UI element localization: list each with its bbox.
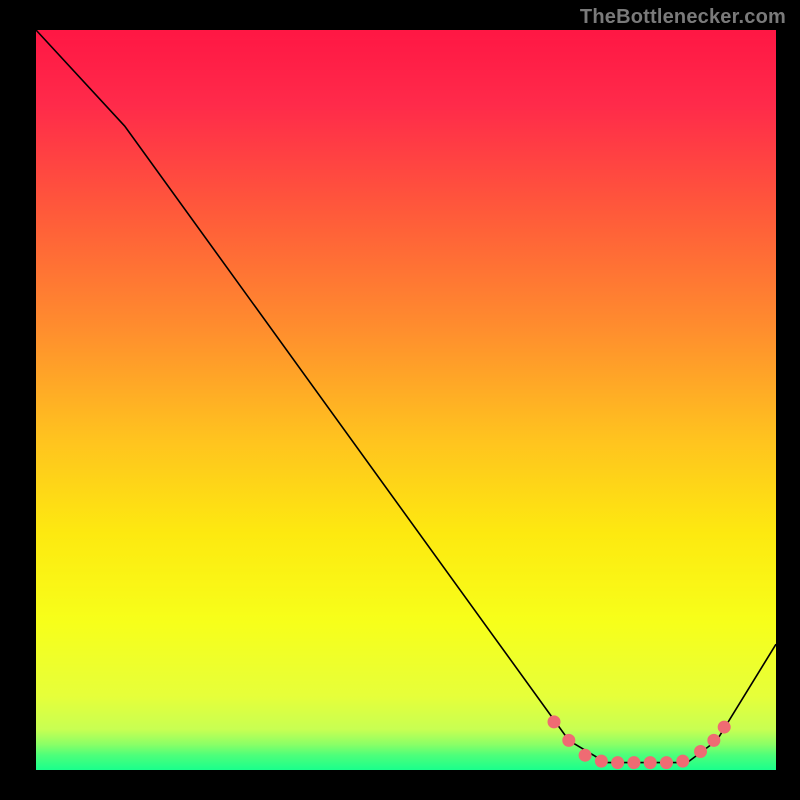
curve-marker <box>695 746 707 758</box>
chart-container: TheBottlenecker.com <box>0 0 800 800</box>
curve-marker <box>628 757 640 769</box>
watermark-label: TheBottlenecker.com <box>580 6 786 29</box>
curve-marker <box>563 734 575 746</box>
bottleneck-chart <box>0 0 800 800</box>
curve-marker <box>548 716 560 728</box>
curve-marker <box>579 749 591 761</box>
curve-marker <box>660 757 672 769</box>
plot-background <box>36 30 776 770</box>
curve-marker <box>677 755 689 767</box>
curve-marker <box>612 757 624 769</box>
curve-marker <box>644 757 656 769</box>
curve-marker <box>718 721 730 733</box>
curve-marker <box>708 734 720 746</box>
curve-marker <box>595 755 607 767</box>
